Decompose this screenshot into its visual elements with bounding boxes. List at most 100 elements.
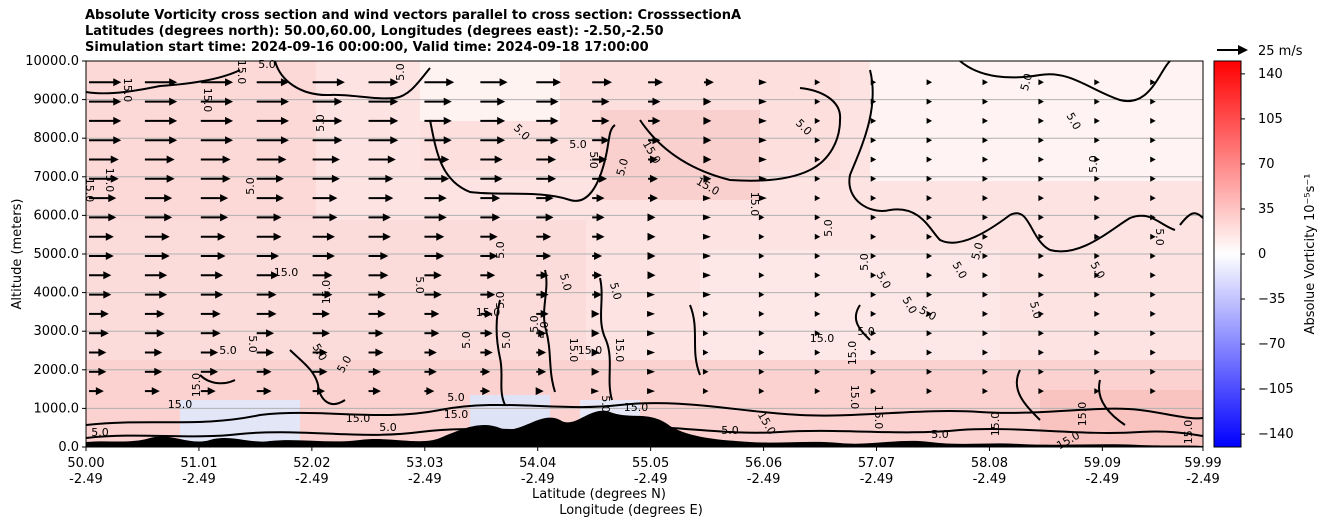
y-tick-label: 3000.0 (34, 324, 80, 339)
wind-vector-head (702, 291, 711, 298)
wind-vector-head (591, 329, 600, 338)
wind-vector-head (438, 194, 447, 203)
wind-vector (424, 232, 445, 241)
wind-vector (926, 310, 933, 317)
wind-vector (89, 116, 122, 125)
wind-vector (1038, 253, 1044, 259)
wind-vector (814, 156, 821, 163)
wind-vector-head (441, 174, 450, 183)
x-tick-label-lon: -2.49 (69, 472, 103, 487)
wind-vector (256, 174, 284, 183)
wind-vector-head (870, 117, 877, 124)
contour-label: 5.0 (246, 335, 259, 353)
wind-vector-head (540, 290, 549, 299)
wind-vector (926, 368, 933, 375)
wind-vector (1038, 233, 1044, 240)
wind-vector (368, 309, 386, 318)
wind-vector (647, 252, 656, 260)
wind-vector-head (814, 291, 821, 298)
wind-vector (703, 97, 712, 106)
contour-label: 15.0 (624, 401, 649, 414)
wind-vector-head (814, 233, 821, 240)
wind-vector (647, 368, 656, 375)
wind-vector (702, 272, 711, 279)
wind-vector-head (703, 97, 712, 106)
wind-vector (758, 156, 767, 163)
wind-vector (870, 368, 877, 375)
contour-label-text: 5.0 (314, 114, 327, 132)
contour-label-text: 5.0 (394, 63, 407, 81)
colorbar-tick-label: 0 (1258, 247, 1266, 262)
wind-vector (312, 271, 333, 280)
wind-vector (982, 349, 988, 356)
contour-label: 5.0 (447, 391, 465, 404)
wind-vector (870, 117, 877, 124)
wind-vector (144, 329, 165, 338)
wind-vector (1038, 291, 1044, 298)
wind-vector-head (553, 78, 562, 87)
wind-vector (200, 329, 221, 338)
contour-line (543, 269, 556, 393)
wind-vector-head (331, 155, 340, 164)
wind-vector (536, 213, 554, 222)
wind-vector (926, 137, 933, 144)
wind-vector (758, 137, 767, 144)
wind-vector (1150, 330, 1156, 337)
wind-vector-head (926, 98, 933, 105)
x-tick-label-lon: -2.49 (747, 472, 781, 487)
wind-vector (648, 97, 661, 106)
wind-vector (648, 155, 658, 164)
wind-vector-head (1038, 233, 1044, 240)
contour-label-text: 5.0 (557, 272, 574, 292)
wind-vector (424, 290, 442, 299)
wind-vector-head (100, 309, 109, 318)
contour-label: 5.0 (219, 344, 237, 357)
wind-vector-head (1094, 137, 1100, 144)
wind-vector (1094, 349, 1100, 356)
wind-vector-head (594, 252, 603, 260)
wind-vector-head (1094, 272, 1100, 279)
contour-label-text: 15.0 (168, 398, 193, 411)
wind-vector (89, 78, 122, 87)
wind-vector (1094, 137, 1100, 144)
wind-vector-head (1094, 98, 1100, 105)
wind-vector (256, 97, 289, 106)
wind-vector-head (222, 155, 231, 164)
wind-vector-head (814, 175, 821, 182)
contour-label-text: 5.0 (822, 219, 835, 237)
wind-vector (926, 98, 933, 105)
wind-vector-head (331, 174, 340, 183)
wind-vector-head (271, 252, 280, 260)
wind-vector (535, 387, 544, 396)
wind-vector (1094, 310, 1100, 317)
wind-vector (144, 136, 178, 145)
wind-vector (480, 232, 498, 241)
wind-vector (926, 195, 933, 202)
wind-vector-head (540, 271, 549, 280)
wind-vector-head (926, 388, 933, 395)
wind-vector-head (1038, 98, 1044, 105)
wind-vector-head (647, 232, 656, 241)
wind-vector (814, 253, 821, 259)
wind-vector (870, 137, 877, 144)
wind-vector-head (377, 290, 386, 299)
wind-vector (1038, 156, 1044, 163)
contour-label-text: 15.0 (83, 178, 96, 203)
wind-vector (89, 329, 109, 338)
contour-label-text: 5.0 (219, 344, 237, 357)
contour-line (495, 299, 506, 406)
wind-vector (702, 253, 711, 259)
wind-vector (424, 252, 445, 260)
wind-vector-head (494, 155, 503, 164)
wind-vector-head (484, 329, 493, 338)
contour-label-text: 5.0 (460, 331, 473, 349)
wind-vector (1038, 368, 1044, 375)
contour-label-text: 5.0 (1027, 300, 1044, 320)
y-tick-label: 5000.0 (34, 247, 80, 262)
wind-vector-head (268, 309, 277, 318)
wind-vector (144, 194, 173, 203)
wind-vector (312, 387, 326, 396)
wind-vector (982, 175, 988, 182)
wind-vector-head (336, 78, 345, 87)
colorbar-tick-label: −105 (1258, 382, 1294, 397)
